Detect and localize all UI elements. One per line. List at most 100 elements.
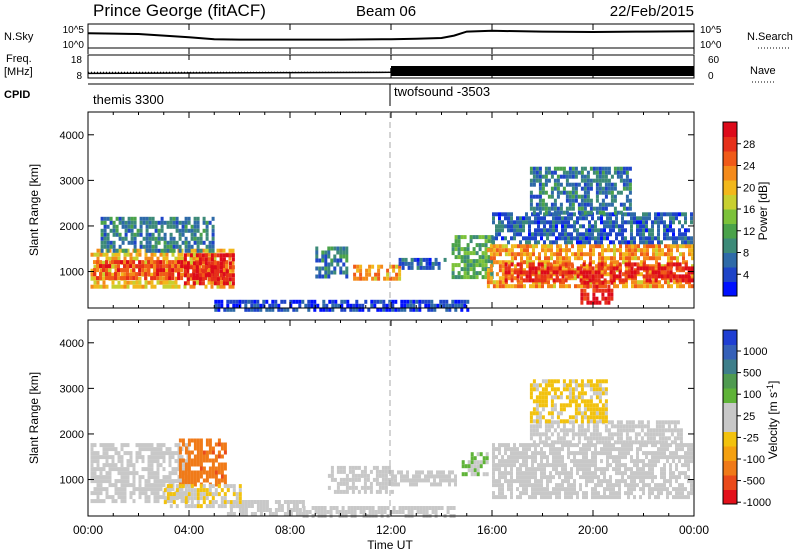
- heatmap-cell: [606, 236, 609, 240]
- heatmap-cell: [560, 167, 563, 171]
- heatmap-cell: [278, 508, 281, 512]
- heatmap-cell: [517, 278, 520, 282]
- heatmap-cell: [581, 411, 584, 415]
- heatmap-cell: [148, 471, 151, 475]
- heatmap-cell: [179, 492, 182, 496]
- heatmap-cell: [555, 236, 558, 240]
- heatmap-cell: [539, 411, 542, 415]
- heatmap-cell: [591, 228, 594, 232]
- heatmap-cell: [146, 241, 149, 245]
- heatmap-cell: [164, 500, 167, 504]
- heatmap-cell: [121, 495, 124, 499]
- heatmap-cell: [224, 467, 227, 471]
- heatmap-cell: [522, 491, 525, 495]
- heatmap-cell: [601, 284, 604, 288]
- heatmap-cell: [354, 506, 357, 510]
- heatmap-cell: [579, 240, 582, 244]
- heatmap-cell: [563, 419, 566, 423]
- heatmap-cell: [585, 228, 588, 232]
- heatmap-cell: [572, 199, 575, 203]
- heatmap-cell: [226, 281, 229, 285]
- heatmap-cell: [566, 432, 569, 436]
- heatmap-cell: [145, 285, 148, 289]
- heatmap-cell: [655, 264, 658, 268]
- heatmap-cell: [429, 262, 432, 266]
- heatmap-cell: [118, 253, 121, 257]
- heatmap-cell: [613, 274, 616, 278]
- heatmap-cell: [578, 203, 581, 207]
- heatmap-cell: [551, 207, 554, 211]
- heatmap-cell: [209, 488, 212, 492]
- heatmap-cell: [620, 436, 623, 440]
- heatmap-cell: [119, 237, 122, 241]
- heatmap-cell: [536, 207, 539, 211]
- heatmap-cell: [157, 443, 160, 447]
- heatmap-cell: [182, 459, 185, 463]
- heatmap-cell: [269, 512, 272, 516]
- heatmap-cell: [657, 447, 660, 451]
- heatmap-cell: [232, 281, 235, 285]
- heatmap-cell: [669, 491, 672, 495]
- heatmap-cell: [678, 459, 681, 463]
- heatmap-cell: [583, 252, 586, 256]
- velocity-colorbar-segment: [723, 475, 737, 490]
- heatmap-cell: [539, 203, 542, 207]
- heatmap-cell: [630, 471, 633, 475]
- heatmap-cell: [647, 440, 650, 444]
- heatmap-cell: [206, 459, 209, 463]
- heatmap-cell: [681, 236, 684, 240]
- heatmap-cell: [203, 229, 206, 233]
- heatmap-cell: [623, 424, 626, 428]
- heatmap-cell: [130, 451, 133, 455]
- heatmap-cell: [505, 252, 508, 256]
- x-tick-label: 12:00: [376, 523, 406, 537]
- heatmap-cell: [559, 266, 562, 270]
- heatmap-cell: [238, 300, 241, 304]
- heatmap-cell: [663, 475, 666, 479]
- heatmap-cell: [202, 257, 205, 261]
- heatmap-cell: [182, 229, 185, 233]
- heatmap-cell: [551, 432, 554, 436]
- heatmap-cell: [580, 281, 583, 285]
- heatmap-cell: [681, 483, 684, 487]
- heatmap-cell: [630, 212, 633, 216]
- heatmap-cell: [576, 495, 579, 499]
- heatmap-cell: [106, 495, 109, 499]
- heatmap-cell: [609, 224, 612, 228]
- heatmap-cell: [682, 252, 685, 256]
- heatmap-cell: [245, 500, 248, 504]
- heatmap-cell: [589, 252, 592, 256]
- heatmap-cell: [539, 403, 542, 407]
- heatmap-cell: [182, 471, 185, 475]
- heatmap-cell: [626, 175, 629, 179]
- heatmap-cell: [659, 428, 662, 432]
- heatmap-cell: [548, 379, 551, 383]
- heatmap-cell: [160, 455, 163, 459]
- heatmap-cell: [559, 260, 562, 264]
- heatmap-cell: [200, 447, 203, 451]
- heatmap-cell: [209, 504, 212, 508]
- cpid-segment-1: themis 3300: [93, 92, 164, 107]
- heatmap-cell: [94, 471, 97, 475]
- heatmap-cell: [151, 467, 154, 471]
- heatmap-cell: [148, 499, 151, 503]
- heatmap-cell: [684, 475, 687, 479]
- heatmap-cell: [582, 471, 585, 475]
- heatmap-cell: [162, 260, 165, 264]
- heatmap-cell: [439, 478, 442, 482]
- heatmap-cell: [606, 216, 609, 220]
- heatmap-cell: [330, 271, 333, 275]
- heatmap-cell: [637, 284, 640, 288]
- heatmap-cell: [94, 253, 97, 257]
- heatmap-cell: [448, 474, 451, 478]
- heatmap-cell: [205, 249, 208, 253]
- noise-right-tick-top: 10^5: [700, 25, 722, 36]
- heatmap-cell: [529, 278, 532, 282]
- heatmap-cell: [203, 496, 206, 500]
- heatmap-cell: [645, 471, 648, 475]
- heatmap-cell: [556, 270, 559, 274]
- heatmap-cell: [135, 272, 138, 276]
- heatmap-cell: [516, 224, 519, 228]
- heatmap-cell: [154, 491, 157, 495]
- heatmap-cell: [124, 285, 127, 289]
